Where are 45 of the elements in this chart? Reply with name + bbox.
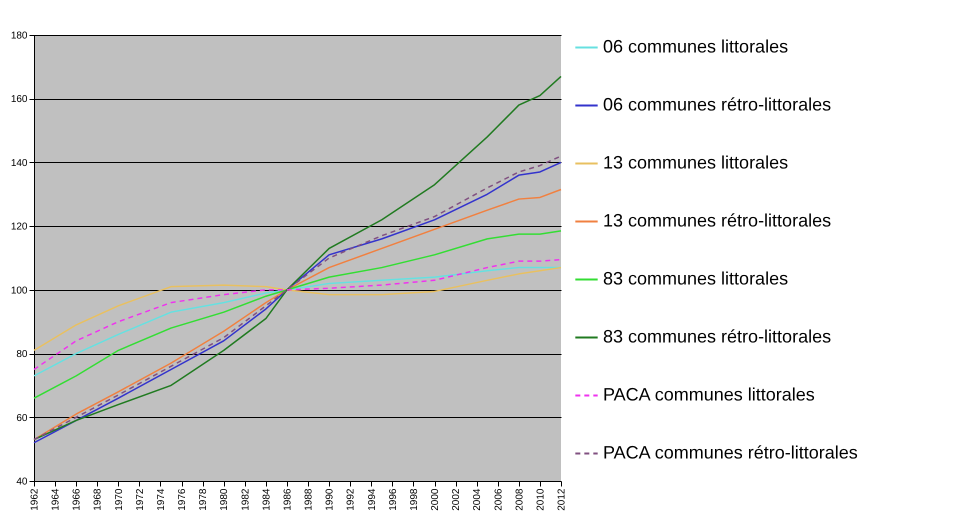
x-tick-label: 1990 (324, 488, 336, 511)
legend-label: 06 communes littorales (603, 36, 788, 56)
legend-label: 83 communes littorales (603, 268, 788, 288)
x-tick-label: 1992 (346, 488, 357, 511)
legend-label: PACA communes littorales (603, 384, 815, 404)
x-tick-label: 1994 (366, 488, 378, 511)
legend-label: 83 communes rétro-littorales (603, 326, 832, 346)
x-tick-label: 1962 (30, 488, 40, 511)
x-tick-label: 2002 (451, 488, 462, 511)
y-tick-label: 140 (10, 158, 28, 169)
x-tick-label: 1966 (72, 488, 83, 511)
x-tick-label: 2004 (472, 488, 484, 511)
x-tick-label: 2012 (556, 488, 568, 511)
x-tick-label: 1964 (50, 488, 62, 511)
y-tick-label: 100 (10, 285, 28, 296)
x-tick-label: 1976 (177, 488, 188, 511)
y-tick-label: 60 (16, 412, 28, 424)
x-tick-label: 1978 (198, 488, 210, 511)
x-tick-label: 1996 (388, 488, 399, 511)
legend-label: 13 communes littorales (603, 152, 788, 172)
y-tick-label: 180 (10, 30, 28, 42)
x-tick-label: 1972 (134, 488, 146, 511)
x-tick-label: 1980 (219, 488, 230, 511)
x-tick-label: 2008 (514, 488, 526, 511)
x-tick-label: 2006 (493, 488, 504, 511)
x-tick-label: 1968 (92, 488, 104, 511)
x-tick-label: 2000 (430, 488, 442, 511)
legend-label: PACA communes rétro-littorales (603, 442, 858, 462)
x-tick-label: 1988 (304, 488, 315, 511)
y-tick-label: 40 (16, 476, 28, 488)
line-series (33, 266, 562, 352)
x-tick-label: 1974 (156, 488, 167, 511)
legend-label: 06 communes rétro-littorales (603, 94, 832, 114)
y-tick-label: 120 (10, 222, 28, 233)
y-tick-label: 80 (16, 349, 28, 360)
x-tick-label: 1970 (114, 488, 125, 511)
x-tick-label: 1982 (240, 488, 252, 511)
legend-label: 13 communes rétro-littorales (603, 210, 832, 230)
line-series (33, 230, 562, 399)
x-tick-label: 1986 (282, 488, 294, 511)
x-tick-label: 1998 (408, 488, 420, 511)
line-series (33, 76, 562, 440)
x-tick-label: 2010 (535, 488, 546, 511)
x-tick-label: 1984 (261, 488, 272, 511)
y-tick-label: 160 (10, 94, 28, 106)
